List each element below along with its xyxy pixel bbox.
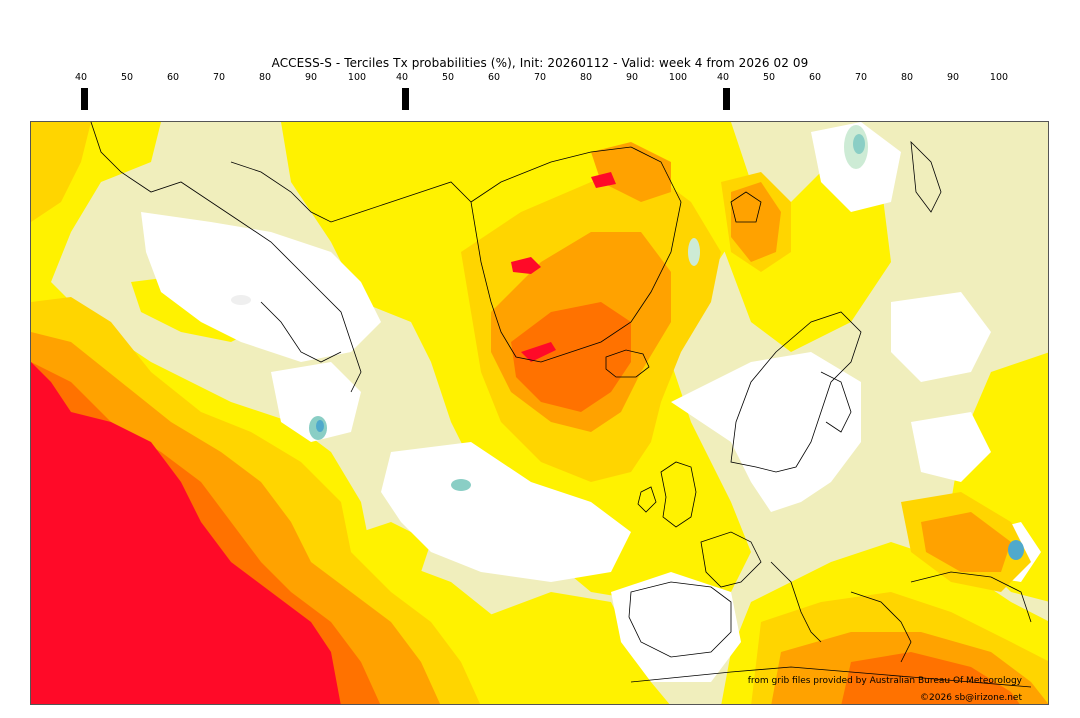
coast-novaya-zemlya bbox=[910, 140, 942, 213]
legend-tick-label: 90 bbox=[304, 72, 318, 83]
credit-copyright: ©2026 sb@irizone.net bbox=[920, 693, 1022, 703]
legend-color-segment bbox=[83, 89, 84, 109]
legend-color-segment bbox=[407, 89, 408, 109]
legend-tick-label: 50 bbox=[441, 72, 455, 83]
legend-tick-label: 90 bbox=[625, 72, 639, 83]
legend-tick-label: 70 bbox=[212, 72, 226, 83]
legend-color-segment bbox=[724, 89, 725, 109]
legend-near-normal: 40 50 60 70 80 90 100 bbox=[396, 72, 687, 114]
legend-color-segment bbox=[404, 89, 405, 109]
legend-tick-label: 50 bbox=[120, 72, 134, 83]
prob-field-red bbox=[31, 172, 616, 704]
legend-color-segment bbox=[403, 89, 404, 109]
prob-field-blue-spots bbox=[231, 125, 1024, 560]
coast-italy bbox=[770, 561, 822, 643]
legend-color-segment bbox=[82, 89, 83, 109]
legend-ticks: 40 50 60 70 80 90 100 bbox=[396, 72, 687, 84]
legend-color-segment bbox=[86, 89, 87, 109]
coast-iceland bbox=[605, 349, 650, 378]
coast-canada bbox=[90, 122, 362, 393]
coast-finland bbox=[820, 371, 852, 433]
coast-svalbard bbox=[730, 191, 762, 223]
legend-tick-label: 60 bbox=[487, 72, 501, 83]
coast-balkans bbox=[850, 591, 912, 663]
coast-great-britain bbox=[660, 461, 697, 528]
coast-scandinavia bbox=[730, 311, 862, 473]
legend-tick-label: 60 bbox=[166, 72, 180, 83]
map-canvas bbox=[31, 122, 1048, 704]
legend-color-segment bbox=[725, 89, 726, 109]
legend-tick-label: 100 bbox=[347, 72, 367, 83]
legend-tick-label: 100 bbox=[989, 72, 1009, 83]
coast-black-sea bbox=[910, 571, 1032, 623]
coast-iberia bbox=[628, 581, 732, 658]
legend-color-segment bbox=[406, 89, 407, 109]
credit-source: from grib files provided by Australian B… bbox=[747, 676, 1022, 686]
legend-color-segment bbox=[85, 89, 86, 109]
coastlines bbox=[90, 122, 1032, 688]
coast-ireland bbox=[637, 486, 657, 513]
legend-colorbar bbox=[81, 88, 88, 110]
probability-map: from grib files provided by Australian B… bbox=[30, 121, 1049, 705]
coast-arctic-islands bbox=[360, 181, 472, 213]
legend-colorbar bbox=[402, 88, 409, 110]
coast-north-africa bbox=[630, 666, 1032, 688]
legend-tick-label: 80 bbox=[579, 72, 593, 83]
coast-france bbox=[700, 531, 762, 588]
legend-tick-label: 40 bbox=[716, 72, 730, 83]
legend-tick-label: 100 bbox=[668, 72, 688, 83]
legend-colorbar bbox=[723, 88, 730, 110]
legend-ticks: 40 50 60 70 80 90 100 bbox=[75, 72, 366, 84]
coast-labrador bbox=[260, 301, 342, 363]
legend-tick-label: 80 bbox=[258, 72, 272, 83]
legend-color-segment bbox=[84, 89, 85, 109]
legend-tick-label: 60 bbox=[808, 72, 822, 83]
coast-greenland bbox=[470, 146, 682, 363]
legend-ticks: 40 50 60 70 80 90 100 bbox=[717, 72, 1008, 84]
prob-field-white bbox=[141, 122, 1041, 682]
legend-color-segment bbox=[726, 89, 727, 109]
legend-tick-label: 50 bbox=[762, 72, 776, 83]
legend-above-normal: 40 50 60 70 80 90 100 bbox=[717, 72, 1008, 114]
map-title: ACCESS-S - Terciles Tx probabilities (%)… bbox=[271, 56, 809, 70]
coast-canada-islands bbox=[230, 161, 362, 223]
legend-tick-label: 90 bbox=[946, 72, 960, 83]
legend-tick-label: 40 bbox=[74, 72, 88, 83]
legend-tick-label: 70 bbox=[854, 72, 868, 83]
legend-below-normal: 40 50 60 70 80 90 100 bbox=[75, 72, 366, 114]
legend-tick-label: 40 bbox=[395, 72, 409, 83]
legend-color-segment bbox=[727, 89, 728, 109]
legend-color-segment bbox=[405, 89, 406, 109]
legend-tick-label: 70 bbox=[533, 72, 547, 83]
legend-tick-label: 80 bbox=[900, 72, 914, 83]
legend-color-segment bbox=[728, 89, 729, 109]
